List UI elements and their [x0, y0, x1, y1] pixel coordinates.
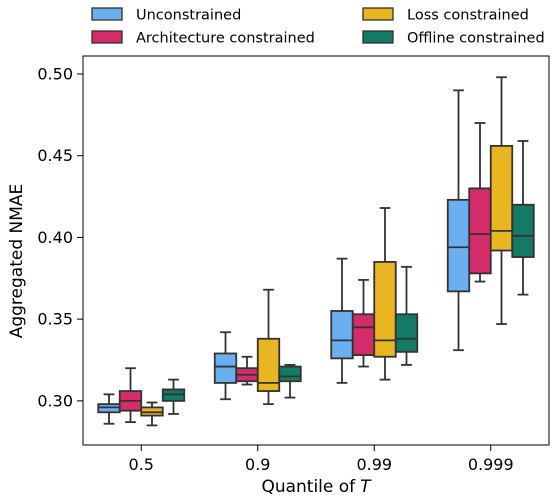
- plot-area: [82, 55, 550, 446]
- box-loss-constrained: [140, 401, 164, 427]
- x-axis-label-variable: T: [360, 477, 372, 497]
- box-architecture-constrained: [468, 122, 492, 283]
- box-body: [511, 203, 535, 258]
- x-axis: 0.5 0.9 0.99 0.999: [129, 445, 514, 474]
- box-unconstrained: [97, 393, 121, 425]
- box-body: [278, 365, 302, 383]
- y-tick-label: 0.50: [37, 64, 73, 83]
- x-axis-label-text: Quantile of: [261, 477, 356, 497]
- box-loss-constrained: [373, 207, 397, 381]
- box-offline-constrained: [511, 140, 535, 296]
- box-offline-constrained: [161, 378, 186, 415]
- box-body: [373, 261, 397, 358]
- y-axis-label: Aggregated NMAE: [7, 184, 27, 339]
- box-architecture-constrained: [118, 367, 143, 424]
- legend: Unconstrained Architecture constrained Los…: [91, 7, 545, 47]
- box-architecture-constrained: [351, 279, 376, 368]
- plot-frame: [82, 55, 550, 446]
- x-tick-label: 0.9: [245, 455, 270, 474]
- legend-label: Loss constrained: [407, 8, 529, 24]
- box-offline-constrained: [394, 265, 419, 366]
- y-tick-label: 0.40: [37, 228, 73, 247]
- y-tick-label: 0.45: [37, 146, 73, 165]
- box-unconstrained: [446, 89, 471, 352]
- legend-swatch: [91, 7, 123, 21]
- legend-entry: Offline constrained: [362, 30, 545, 47]
- y-tick-label: 0.35: [37, 310, 73, 329]
- box-body: [213, 352, 238, 384]
- box-loss-constrained: [489, 76, 514, 325]
- x-axis-label: Quantile of T: [261, 477, 372, 497]
- box-unconstrained: [330, 257, 354, 384]
- x-tick-label: 0.5: [129, 455, 154, 474]
- legend-label: Architecture constrained: [136, 31, 315, 47]
- legend-entry: Loss constrained: [362, 7, 529, 24]
- y-axis: 0.30 0.35 0.40 0.45 0.50: [37, 64, 83, 410]
- legend-label: Unconstrained: [136, 8, 241, 24]
- legend-swatch: [91, 30, 123, 44]
- y-tick-label: 0.30: [37, 391, 73, 410]
- box-loss-constrained: [256, 288, 281, 406]
- box-body: [446, 198, 471, 293]
- legend-swatch: [362, 30, 394, 44]
- box-body: [330, 310, 354, 360]
- box-body: [351, 313, 376, 357]
- box-offline-constrained: [278, 364, 302, 399]
- box-body: [489, 144, 514, 252]
- box-architecture-constrained: [235, 355, 259, 386]
- legend-swatch: [362, 7, 394, 21]
- x-tick-label: 0.99: [356, 455, 392, 474]
- box-body: [468, 187, 492, 275]
- legend-entry: Architecture constrained: [91, 30, 315, 47]
- box-body: [394, 313, 419, 353]
- box-body: [256, 337, 281, 392]
- x-tick-label: 0.999: [468, 455, 514, 474]
- legend-label: Offline constrained: [407, 31, 545, 47]
- box-unconstrained: [213, 331, 238, 401]
- legend-entry: Unconstrained: [91, 7, 241, 24]
